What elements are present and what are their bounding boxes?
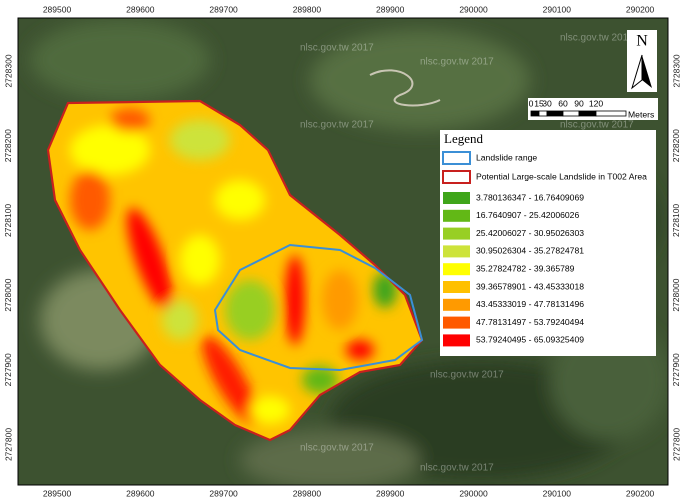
x-coord-bottom: 289900 [376,488,405,498]
legend-label: 35.27824782 - 39.365789 [476,263,575,273]
x-coord-bottom: 289800 [293,488,322,498]
potential-area-outline [46,99,424,442]
coordinate-labels: 289500 289500 289600 289600 289700 289700 2898… [3,4,681,498]
legend-label: 30.95026304 - 35.27824781 [476,246,584,256]
y-coord-left: 2727800 [3,428,13,461]
watermark: nlsc.gov.tw 2017 [300,120,374,131]
scale-label: 120 [589,98,604,108]
scale-label: 15 [534,98,544,108]
landslide-range-outline [213,243,424,372]
x-coord-bottom: 290000 [459,488,488,498]
scale-segment [546,110,564,117]
legend-class-swatch [443,316,470,329]
scale-segment [595,110,627,117]
x-coord-top: 289700 [209,4,238,14]
x-coord-top: 290100 [543,4,572,14]
legend-class-swatch [443,298,470,311]
legend: Legend Landslide range Potential Large-sc… [440,130,656,356]
legend-class-swatch [443,192,470,204]
x-coord-top: 290200 [626,4,655,14]
north-arrow: N [627,30,657,92]
legend-label: 43.45333019 - 47.78131496 [476,299,584,309]
scale-segment [578,110,597,117]
legend-class-swatch [443,227,470,240]
legend-class-swatch [443,209,470,222]
y-coord-left: 2728100 [3,204,13,237]
x-coord-bottom: 289600 [126,488,155,498]
watermark: nlsc.gov.tw 2017 [560,120,634,131]
legend-label: 16.7640907 - 25.42006026 [476,210,579,220]
scale-label: 90 [574,98,584,108]
legend-class-swatch [443,334,470,347]
y-coord-right: 2728000 [671,278,681,311]
x-coord-bottom: 290200 [626,488,655,498]
y-coord-right: 2728300 [671,54,681,87]
legend-label: 3.780136347 - 16.76409069 [476,192,584,202]
watermark: nlsc.gov.tw 2017 [560,33,634,44]
legend-label: Potential Large-scale Landslide in T002 … [476,171,647,181]
scale-unit: Meters [628,109,654,119]
scale-label: 0 [529,98,534,108]
watermark: nlsc.gov.tw 2017 [420,57,494,68]
scale-label: 30 [542,98,552,108]
y-coord-left: 2728200 [3,129,13,162]
x-coord-top: 289600 [126,4,155,14]
watermark: nlsc.gov.tw 2017 [300,443,374,454]
legend-label: 39.36578901 - 43.45333018 [476,281,584,291]
y-coord-right: 2727800 [671,428,681,461]
north-arrow-right [642,55,652,88]
north-label: N [636,33,648,50]
y-coord-right: 2728200 [671,129,681,162]
x-coord-top: 290000 [459,4,488,14]
legend-outline-swatch [442,170,471,184]
scale-segment [538,110,548,117]
scale-segment [562,110,580,117]
scale-label: 60 [558,98,568,108]
legend-class-swatch [443,245,470,258]
y-coord-right: 2728100 [671,204,681,237]
legend-title: Legend [444,131,483,146]
legend-class-swatch [443,263,470,276]
x-coord-top: 289900 [376,4,405,14]
legend-box [440,130,656,356]
x-coord-bottom: 290100 [543,488,572,498]
legend-outline-swatch [442,151,471,165]
scale-segment [530,110,540,117]
x-coord-top: 289800 [293,4,322,14]
legend-class-swatch [443,281,470,293]
map-frame [17,17,669,486]
legend-label: 47.78131497 - 53.79240494 [476,317,584,327]
watermark: nlsc.gov.tw 2017 [420,463,494,474]
legend-label: 53.79240495 - 65.09325409 [476,335,584,345]
y-coord-left: 2728000 [3,278,13,311]
legend-label: 25.42006027 - 30.95026303 [476,228,584,238]
x-coord-bottom: 289700 [209,488,238,498]
watermark: nlsc.gov.tw 2017 [430,370,504,381]
legend-label: Landslide range [476,152,537,162]
watermark: nlsc.gov.tw 2017 [300,43,374,54]
x-coord-top: 289500 [43,4,72,14]
watermarks: nlsc.gov.tw 2017 nlsc.gov.tw 2017 nlsc.g… [300,33,634,474]
x-coord-bottom: 289500 [43,488,72,498]
y-coord-left: 2728300 [3,54,13,87]
y-coord-left: 2727900 [3,353,13,386]
y-coord-right: 2727900 [671,353,681,386]
